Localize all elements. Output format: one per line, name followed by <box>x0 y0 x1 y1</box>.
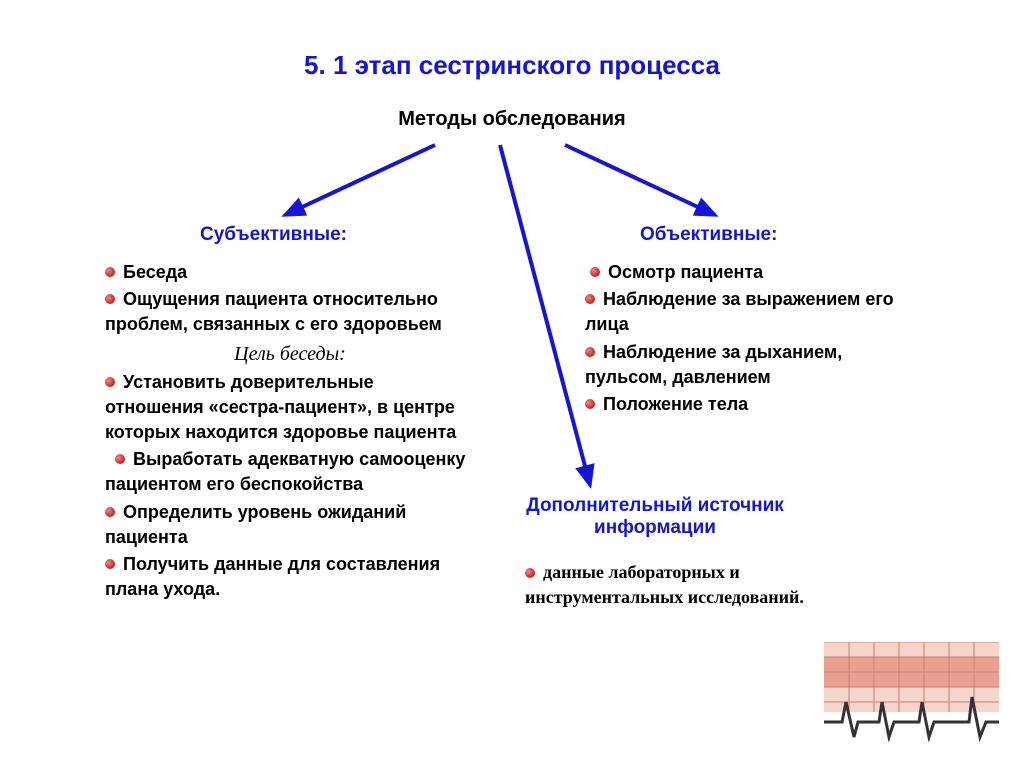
item-text: Наблюдение за выражением его лица <box>585 289 894 334</box>
bullet-icon <box>115 454 125 464</box>
list-item: данные лабораторных и инструментальных и… <box>525 560 830 610</box>
slide-title: 5. 1 этап сестринского процесса <box>0 50 1024 81</box>
bullet-icon <box>105 267 115 277</box>
slide-subtitle: Методы обследования <box>0 108 1024 131</box>
list-item: Беседа <box>105 260 475 285</box>
item-text: Положение тела <box>603 394 748 414</box>
bullet-icon <box>105 559 115 569</box>
list-item: Наблюдение за дыханием, пульсом, давлени… <box>585 340 925 390</box>
branch-header-left: Субъективные: <box>200 224 347 246</box>
item-text: Осмотр пациента <box>608 262 763 282</box>
decor-svg <box>824 642 999 742</box>
list-item: Выработать адекватную самооценку пациент… <box>105 447 475 497</box>
bullet-icon <box>585 399 595 409</box>
list-item: Установить доверительные отношения «сест… <box>105 370 475 446</box>
bullet-icon <box>585 347 595 357</box>
arrow-right <box>565 145 715 215</box>
bullet-icon <box>590 267 600 277</box>
column-additional: данные лабораторных и инструментальных и… <box>525 560 830 612</box>
column-right: Осмотр пациента Наблюдение за выражением… <box>585 260 925 419</box>
list-item: Наблюдение за выражением его лица <box>585 287 925 337</box>
bullet-icon <box>585 294 595 304</box>
item-text: Определить уровень ожиданий пациента <box>105 502 406 547</box>
item-text: Наблюдение за дыханием, пульсом, давлени… <box>585 342 842 387</box>
item-text: Беседа <box>123 262 187 282</box>
branch-header-additional: Дополнительный источник информации <box>525 495 785 539</box>
item-text: Выработать адекватную самооценку пациент… <box>105 449 465 494</box>
subheading: Цель беседы: <box>105 340 475 368</box>
item-text: данные лабораторных и инструментальных и… <box>525 562 804 607</box>
list-item: Определить уровень ожиданий пациента <box>105 500 475 550</box>
bullet-icon <box>105 507 115 517</box>
bullet-icon <box>105 377 115 387</box>
bullet-icon <box>105 294 115 304</box>
arrow-down <box>500 145 590 485</box>
column-left: Беседа Ощущения пациента относительно пр… <box>105 260 475 604</box>
item-text: Ощущения пациента относительно проблем, … <box>105 289 442 334</box>
list-item: Ощущения пациента относительно проблем, … <box>105 287 475 337</box>
list-item: Положение тела <box>585 392 925 417</box>
item-text: Получить данные для составления плана ух… <box>105 554 440 599</box>
item-text: Установить доверительные отношения «сест… <box>105 372 456 442</box>
decor-ecg <box>824 642 999 742</box>
bullet-icon <box>525 568 535 578</box>
branch-header-right: Объективные: <box>640 224 777 246</box>
list-item: Получить данные для составления плана ух… <box>105 552 475 602</box>
arrow-left <box>285 145 435 215</box>
list-item: Осмотр пациента <box>585 260 925 285</box>
